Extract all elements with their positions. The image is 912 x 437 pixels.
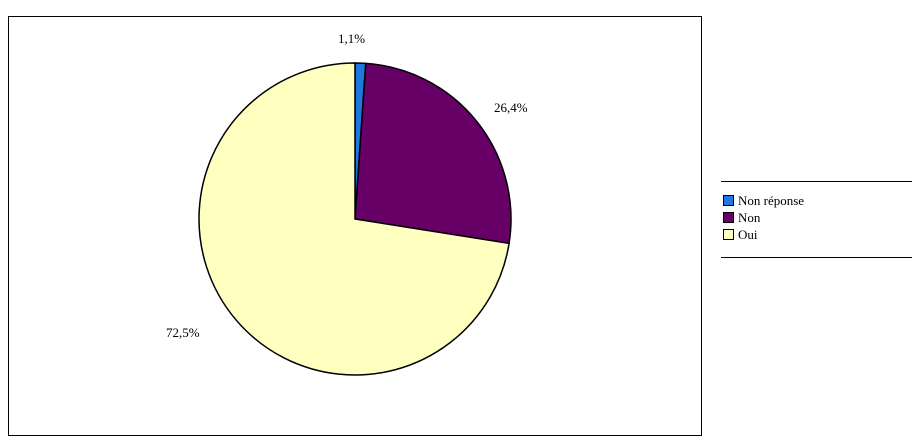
pie-slice-oui [198, 62, 510, 376]
legend-swatch-non [723, 212, 734, 223]
legend-label-non-reponse: Non réponse [738, 192, 805, 208]
legend: Non réponse Non Oui [721, 181, 912, 258]
pie-chart [198, 62, 512, 376]
legend-swatch-oui [723, 229, 734, 240]
pie-slice-non [354, 62, 512, 245]
plot-area: 1,1% 26,4% 72,5% [8, 16, 702, 436]
legend-swatch-non-reponse [723, 195, 734, 206]
slice-label-oui: 72,5% [166, 325, 200, 340]
slice-label-non-reponse: 1,1% [338, 31, 366, 46]
legend-item-oui: Oui [721, 226, 912, 243]
slice-label-non: 26,4% [494, 100, 528, 115]
legend-label-oui: Oui [738, 226, 758, 242]
legend-item-non-reponse: Non réponse [721, 192, 912, 209]
legend-label-non: Non [738, 209, 761, 225]
legend-item-non: Non [721, 209, 912, 226]
